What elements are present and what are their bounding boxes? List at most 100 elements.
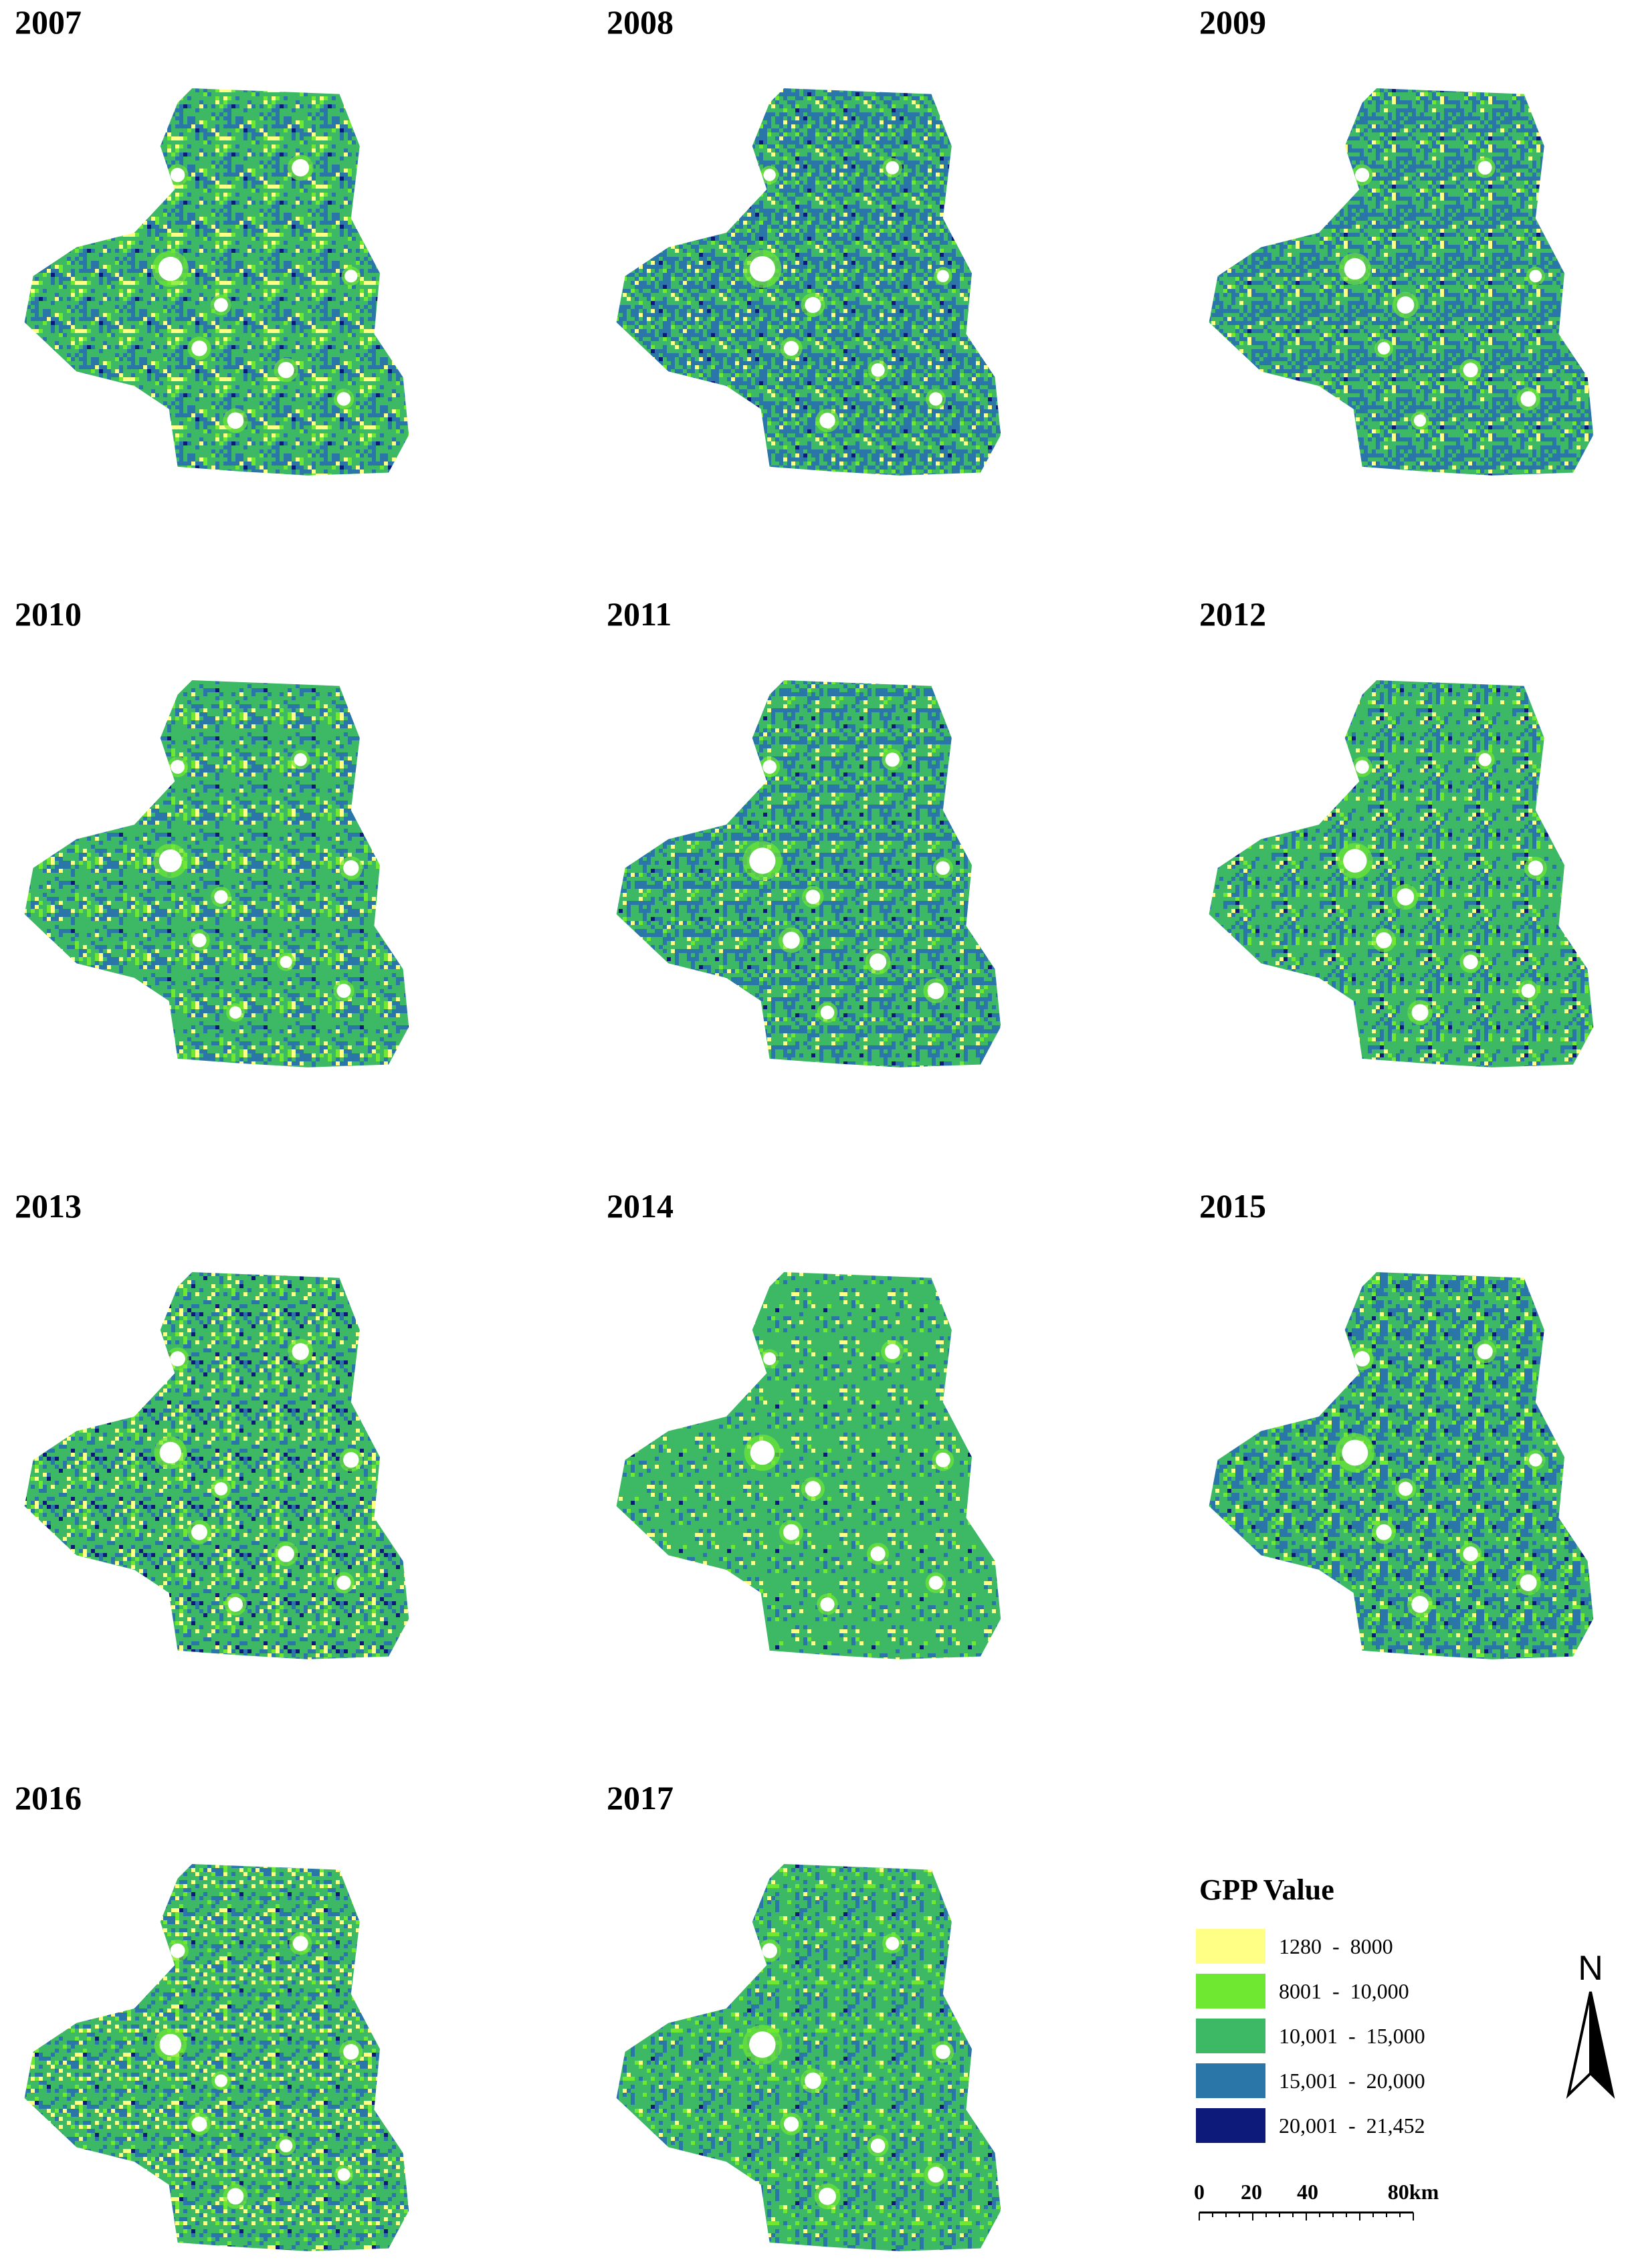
city	[292, 159, 310, 177]
city	[292, 1936, 308, 1952]
city	[337, 2168, 350, 2181]
map-panel	[616, 1864, 1001, 2251]
city	[884, 1344, 900, 1360]
scale-label: 0	[1194, 2180, 1205, 2204]
city	[1477, 161, 1492, 175]
map-panel	[24, 88, 409, 476]
year-label: 2013	[15, 1187, 82, 1225]
city	[783, 340, 799, 356]
city	[294, 753, 307, 766]
city	[279, 2139, 293, 2152]
year-label: 2010	[15, 595, 82, 633]
city	[1478, 753, 1492, 766]
city	[336, 392, 351, 406]
city	[227, 1596, 243, 1612]
scale-label: 80km	[1388, 2180, 1439, 2204]
city	[819, 413, 835, 429]
city	[1529, 1453, 1542, 1467]
city-layer	[742, 1933, 954, 2210]
north-label: N	[1578, 1949, 1603, 1988]
city	[1413, 414, 1427, 427]
city	[344, 270, 358, 283]
year-label: 2014	[607, 1187, 674, 1225]
city	[191, 340, 207, 356]
city	[1463, 1546, 1478, 1562]
city	[805, 296, 821, 314]
city	[1342, 1439, 1368, 1466]
city	[159, 2033, 181, 2056]
year-label: 2016	[15, 1779, 82, 1817]
city	[870, 953, 887, 970]
map-panel	[1209, 88, 1594, 476]
city	[870, 1546, 886, 1562]
region	[24, 1272, 409, 1659]
city	[343, 860, 359, 876]
city	[886, 1936, 900, 1950]
map-panel	[1209, 1272, 1594, 1659]
city	[336, 1575, 351, 1590]
city	[936, 270, 949, 282]
city	[1528, 860, 1544, 876]
city-layer	[1337, 750, 1547, 1025]
city	[927, 983, 944, 999]
city	[1376, 1524, 1392, 1540]
city	[280, 956, 292, 968]
city	[820, 1005, 835, 1020]
city-layer	[1335, 1340, 1546, 1617]
city	[1376, 932, 1392, 948]
city	[886, 161, 900, 175]
city	[1463, 954, 1478, 970]
city	[292, 1343, 309, 1360]
map-panel	[616, 1272, 1001, 1659]
city	[229, 1006, 242, 1019]
city	[762, 1943, 777, 1958]
city	[343, 1452, 359, 1468]
city	[278, 362, 294, 379]
city	[159, 1441, 181, 1464]
city-layer	[743, 158, 952, 433]
city	[343, 2044, 359, 2060]
city	[928, 392, 943, 406]
city	[928, 1576, 943, 1590]
city	[750, 1440, 775, 1465]
legend-swatch	[1196, 2063, 1265, 2098]
city	[159, 849, 182, 873]
legend-swatch	[1196, 1974, 1265, 2008]
city	[227, 2188, 244, 2205]
city	[1529, 270, 1542, 283]
region	[616, 1864, 1001, 2251]
map-panel	[616, 88, 1001, 476]
city	[170, 1943, 185, 1958]
year-label: 2015	[1199, 1187, 1266, 1225]
city	[870, 2138, 886, 2153]
legend-label: 1280 - 8000	[1279, 1934, 1393, 1958]
city	[805, 890, 821, 904]
scale-bar: 0 20 40 80km	[1194, 2180, 1439, 2221]
city	[214, 298, 228, 312]
city	[214, 1482, 228, 1496]
city	[871, 363, 885, 377]
city	[1521, 983, 1536, 998]
city	[1397, 888, 1415, 906]
year-label: 2007	[15, 3, 82, 41]
city-layer	[742, 748, 954, 1023]
north-arrow-left	[1566, 1991, 1592, 2099]
region	[616, 680, 1001, 1067]
legend-label: 15,001 - 20,000	[1279, 2069, 1425, 2093]
city	[214, 890, 228, 904]
city	[171, 760, 185, 774]
city	[928, 2166, 944, 2183]
map-panel	[1209, 680, 1594, 1067]
year-label: 2009	[1199, 3, 1266, 41]
legend-label: 8001 - 10,000	[1279, 1979, 1409, 2003]
year-label: 2017	[607, 1779, 674, 1817]
city	[936, 861, 950, 875]
legend-label: 10,001 - 15,000	[1279, 2024, 1425, 2048]
city	[170, 167, 185, 183]
city	[805, 1481, 821, 1497]
city	[1411, 1004, 1429, 1021]
city	[191, 2116, 207, 2132]
scale-label: 40	[1297, 2180, 1318, 2204]
map-panel	[616, 680, 1001, 1067]
